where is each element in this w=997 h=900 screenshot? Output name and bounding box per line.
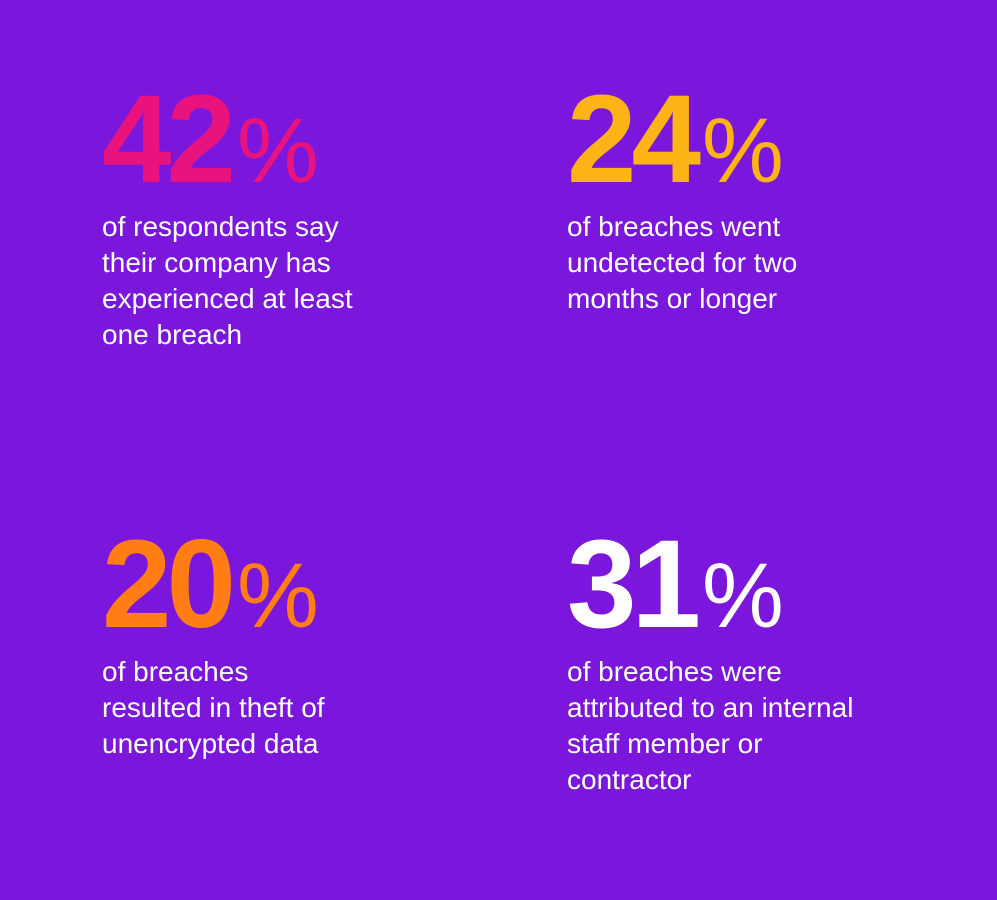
stat-value: 20 [102,515,236,654]
description-line: experienced at least [102,283,353,314]
stat-unit: % [237,545,319,647]
stat-number: 20% [102,520,502,650]
description-line: of breaches [102,656,249,687]
description-line: of respondents say [102,211,339,242]
stat: 24% of breaches went undetected for two mon… [567,75,967,317]
description-line: their company has [102,247,331,278]
stat: 42% of respondents say their company has ex… [102,75,502,353]
description-line: resulted in theft of [102,692,325,723]
stat-number: 42% [102,75,502,205]
description-line: one breach [102,319,243,350]
stat-value: 42 [102,70,236,209]
stat-number: 31% [567,520,967,650]
stat-description: of breaches were attributed to an interna… [567,654,967,798]
stat-description: of respondents say their company has exper… [102,209,502,353]
description-line: undetected for two [567,247,798,278]
stat-unit: % [237,100,319,202]
stat: 20% of breaches resulted in theft of unencr… [102,520,502,762]
stat-number: 24% [567,75,967,205]
stat-value: 31 [567,515,701,654]
description-line: attributed to an internal [567,692,854,723]
description-line: unencrypted data [102,728,319,759]
stat-unit: % [702,545,784,647]
stat-unit: % [702,100,784,202]
description-line: of breaches were [567,656,782,687]
stat-description: of breaches went undetected for two months… [567,209,967,317]
stat-value: 24 [567,70,701,209]
description-line: months or longer [567,283,778,314]
stat: 31% of breaches were attributed to an inte… [567,520,967,798]
description-line: contractor [567,764,692,795]
description-line: staff member or [567,728,763,759]
stat-description: of breaches resulted in theft of unencrypt… [102,654,502,762]
description-line: of breaches went [567,211,781,242]
